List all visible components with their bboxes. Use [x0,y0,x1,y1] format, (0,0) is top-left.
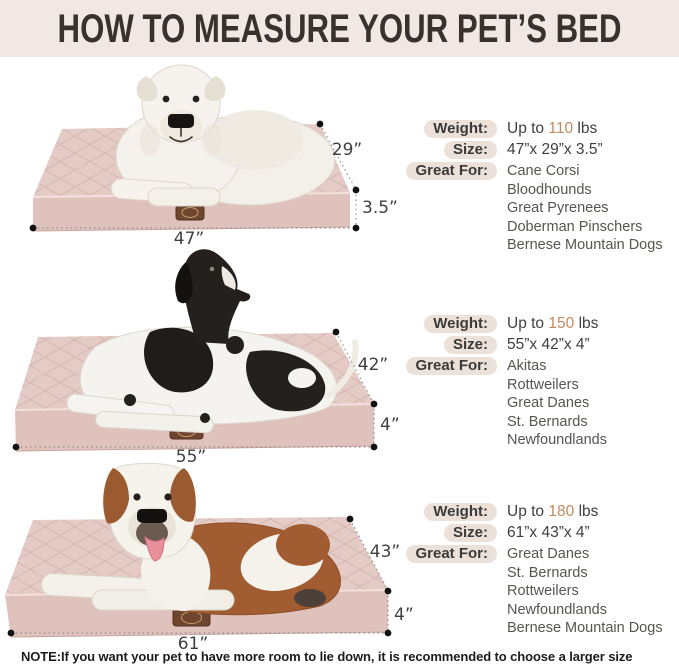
white-shepherd-dog [110,64,336,207]
size-label: Size: [443,141,497,159]
breed-item: St. Bernards [507,413,588,430]
dim-depth-label: 29” [331,140,363,160]
size-row: Size: 61”x 43”x 4” [403,524,675,542]
dim-height-label: 4” [380,415,400,435]
breed-item: Bernese Mountain Dogs [507,620,663,637]
dimension-dots-large [12,328,378,451]
breed-list: Cane Corsi Bloodhounds Great Pyrenees Do… [507,162,663,255]
weight-label: Weight: [424,120,497,138]
size-row: Size: 55”x 42”x 4” [403,336,675,354]
great-dane-dog [66,249,359,434]
great-for-row: Great For: Great Danes St. Bernards Rott… [403,545,675,638]
dimension-lines-large [16,331,375,448]
breed-item: Cane Corsi [507,163,580,179]
dim-depth-label: 43” [369,542,401,562]
breed-list: Great Danes St. Bernards Rottweilers New… [507,545,663,638]
great-for-label: Great For: [406,162,497,180]
dim-width-label: 47” [173,229,205,249]
weight-value: Up to 180 lbs [507,503,599,520]
breed-item: Doberman Pinschers [507,218,643,235]
breed-item: Bloodhounds [507,181,592,198]
weight-row: Weight: Up to 110 lbs [403,120,675,138]
size-label: Size: [443,336,497,354]
brand-tag [175,204,205,221]
dim-height-label: 3.5” [362,198,398,218]
breed-item: St. Bernards [507,564,588,581]
dimension-lines-medium [33,123,357,229]
breed-item: Akitas [507,358,547,374]
size-label: Size: [443,524,497,542]
footnote: NOTE:If you want your pet to have more r… [21,649,633,664]
st-bernard-dog [40,462,341,616]
dim-height-label: 4” [394,605,414,625]
dimension-dots-medium [29,120,360,232]
info-panel-medium: Weight: Up to 110 lbs Size: 47”x 29”x 3.… [403,120,675,258]
dimension-dots-xlarge [7,515,392,637]
weight-row: Weight: Up to 150 lbs [403,315,675,333]
size-value: 61”x 43”x 4” [507,524,590,541]
dimension-lines-xlarge [11,518,389,634]
weight-value: Up to 150 lbs [507,315,599,332]
breed-item: Great Pyrenees [507,200,609,217]
breed-item: Great Danes [507,395,590,412]
weight-value: Up to 110 lbs [507,120,598,137]
dim-depth-label: 42” [357,355,389,375]
header-band: HOW TO MEASURE YOUR PET’S BED [0,0,679,57]
dim-width-label: 55” [175,447,207,467]
great-for-row: Great For: Cane Corsi Bloodhounds Great … [403,162,675,255]
size-row: Size: 47”x 29”x 3.5” [403,141,675,159]
info-panel-xlarge: Weight: Up to 180 lbs Size: 61”x 43”x 4”… [403,503,675,641]
dim-width-label: 61” [177,634,209,654]
breed-item: Rottweilers [507,583,579,600]
great-for-label: Great For: [406,357,497,375]
breed-list: Akitas Rottweilers Great Danes St. Berna… [507,357,607,450]
breed-item: Newfoundlands [507,601,607,618]
breed-item: Newfoundlands [507,432,607,449]
breed-item: Bernese Mountain Dogs [507,237,663,254]
size-value: 47”x 29”x 3.5” [507,141,603,158]
page-title: HOW TO MEASURE YOUR PET’S BED [57,6,622,51]
weight-label: Weight: [424,315,497,333]
breed-item: Great Danes [507,546,590,562]
great-for-row: Great For: Akitas Rottweilers Great Dane… [403,357,675,450]
great-for-label: Great For: [406,545,497,563]
breed-item: Rottweilers [507,376,579,393]
info-panel-large: Weight: Up to 150 lbs Size: 55”x 42”x 4”… [403,315,675,453]
weight-label: Weight: [424,503,497,521]
size-value: 55”x 42”x 4” [507,336,590,353]
weight-row: Weight: Up to 180 lbs [403,503,675,521]
